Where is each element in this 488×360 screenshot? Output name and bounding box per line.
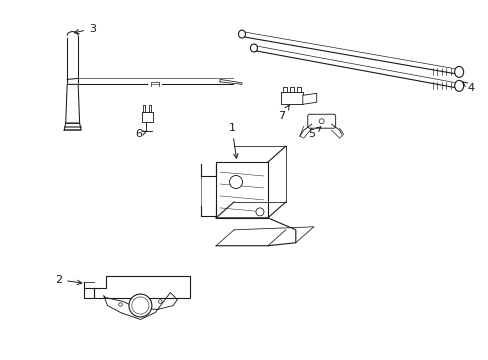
Polygon shape	[65, 84, 80, 123]
Polygon shape	[93, 276, 190, 298]
Ellipse shape	[454, 80, 463, 91]
Text: 5: 5	[307, 127, 320, 139]
Circle shape	[119, 303, 122, 306]
Circle shape	[319, 119, 324, 124]
Circle shape	[132, 297, 149, 314]
Text: 2: 2	[55, 275, 81, 285]
Text: 4: 4	[462, 82, 474, 93]
Ellipse shape	[238, 30, 245, 38]
Circle shape	[158, 300, 162, 303]
Text: 6: 6	[135, 129, 147, 139]
Polygon shape	[220, 80, 242, 84]
Circle shape	[255, 208, 264, 216]
Bar	[142, 112, 153, 122]
FancyBboxPatch shape	[307, 114, 335, 128]
Text: 7: 7	[278, 105, 288, 121]
Ellipse shape	[454, 67, 463, 77]
Bar	[280, 92, 302, 104]
Polygon shape	[64, 123, 81, 130]
Text: 1: 1	[228, 123, 238, 158]
Polygon shape	[302, 93, 316, 104]
Text: 3: 3	[74, 24, 96, 34]
Polygon shape	[83, 288, 93, 298]
Circle shape	[129, 294, 152, 317]
Circle shape	[229, 176, 242, 189]
Polygon shape	[103, 293, 177, 319]
Ellipse shape	[250, 44, 257, 52]
